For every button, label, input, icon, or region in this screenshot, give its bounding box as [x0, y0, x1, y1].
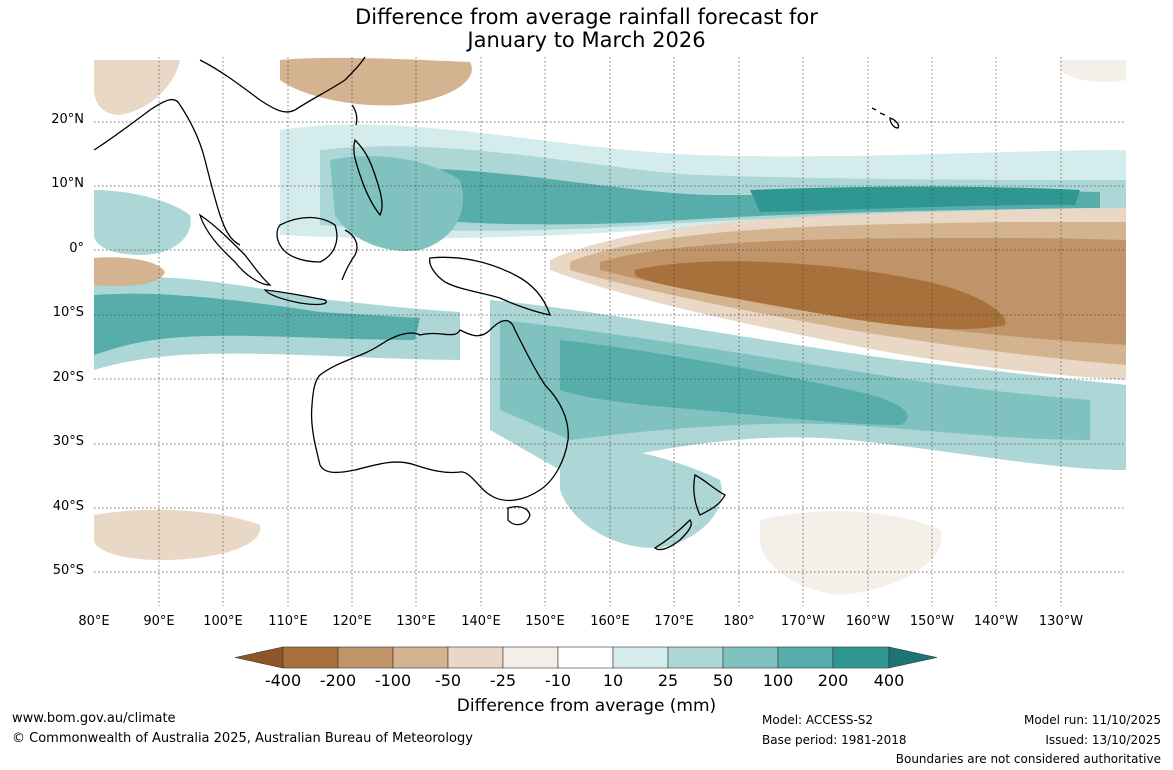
lon-label-80e: 80°E: [78, 614, 110, 629]
southern-ocean-dry-west: [94, 509, 261, 560]
colorbar-segment: [337, 646, 394, 669]
bay-of-bengal-wet: [94, 190, 191, 255]
lon-label-160e: 160°E: [590, 614, 630, 629]
colorbar-label: 200: [817, 671, 849, 690]
colorbar-label: -50: [434, 671, 462, 690]
footer-disclaimer: Boundaries are not considered authoritat…: [895, 752, 1161, 766]
colorbar-extension-high: [888, 646, 938, 669]
lat-label-20s: 20°S: [52, 370, 84, 385]
dry-tongue-core: [635, 261, 1006, 330]
coastlines: [93, 56, 900, 551]
colorbar: [234, 646, 938, 669]
south-china-sea-dry: [280, 57, 472, 106]
southeast-asia-coastline: [93, 98, 241, 246]
colorbar-segment: [832, 646, 890, 669]
colorbar-label: -100: [374, 671, 412, 690]
philippines-coastline: [353, 138, 383, 217]
colorbar-segment: [392, 646, 449, 669]
footer-copyright: © Commonwealth of Australia 2025, Austra…: [12, 731, 473, 746]
sulawesi-coastline: [341, 229, 358, 281]
northwest-dry: [94, 60, 180, 115]
colorbar-segment: [557, 646, 614, 669]
footer-base-period: Base period: 1981-2018: [762, 733, 907, 747]
colorbar-segment: [667, 646, 724, 669]
borneo-coastline: [276, 216, 338, 263]
colorbar-label: 100: [762, 671, 794, 690]
tasman-wet: [560, 440, 722, 549]
lon-label-150e: 150°E: [525, 614, 565, 629]
southern-ocean-dry-east: [760, 511, 942, 595]
lon-label-150w: 150°W: [909, 614, 955, 629]
lon-label-100e: 100°E: [203, 614, 243, 629]
china-coastline: [199, 56, 366, 113]
new-zealand-south-coastline: [653, 519, 692, 551]
graticule: [94, 57, 1126, 606]
java-coastline: [263, 289, 327, 306]
lon-label-110e: 110°E: [268, 614, 308, 629]
colorbar-segment: [502, 646, 559, 669]
colorbar-title: Difference from average (mm): [456, 696, 717, 716]
lon-label-170w: 170°W: [780, 614, 826, 629]
colorbar-label: -400: [264, 671, 302, 690]
lon-label-90e: 90°E: [143, 614, 175, 629]
wet-band-north-max: [750, 186, 1080, 212]
colorbar-label: -10: [544, 671, 572, 690]
lon-label-140w: 140°W: [973, 614, 1019, 629]
lon-label-130w: 130°W: [1038, 614, 1084, 629]
west-indian-dry: [94, 257, 165, 287]
lat-label-50s: 50°S: [52, 563, 84, 578]
indian-ocean-wet-core: [94, 293, 420, 355]
spcz-wet-core: [560, 340, 908, 425]
colorbar-label: 10: [602, 671, 624, 690]
lon-label-160w: 160°W: [845, 614, 891, 629]
lat-label-20n: 20°N: [51, 112, 84, 127]
lat-label-40s: 40°S: [52, 499, 84, 514]
colorbar-label: -200: [319, 671, 357, 690]
colorbar-segment: [612, 646, 669, 669]
footer-model: Model: ACCESS-S2: [762, 713, 874, 727]
lat-label-10n: 10°N: [51, 176, 84, 191]
colorbar-label: 25: [657, 671, 679, 690]
footer-issued: Issued: 13/10/2025: [1045, 733, 1161, 747]
lon-label-170e: 170°E: [654, 614, 694, 629]
lon-label-140e: 140°E: [461, 614, 501, 629]
footer-url[interactable]: www.bom.gov.au/climate: [12, 711, 176, 726]
taiwan-coastline: [351, 104, 358, 126]
lat-label-10s: 10°S: [52, 305, 84, 320]
northeast-dry: [1060, 60, 1126, 82]
colorbar-label: 400: [873, 671, 905, 690]
colorbar-segment: [447, 646, 504, 669]
australia-coastline: [310, 319, 569, 502]
colorbar-segment: [722, 646, 779, 669]
lon-label-130e: 130°E: [396, 614, 436, 629]
hawaii-coastline: [871, 107, 900, 129]
colorbar-label: -25: [489, 671, 517, 690]
colorbar-extension-low: [234, 646, 284, 669]
new-guinea-coastline: [429, 256, 551, 316]
rainfall-anomaly-field: [94, 57, 1126, 606]
sumatra-coastline: [198, 213, 272, 286]
indonesia-wet: [330, 156, 464, 251]
map-title-line-1: Difference from average rainfall forecas…: [355, 5, 818, 29]
lat-label-0: 0°: [69, 241, 84, 256]
map-title-line-2: January to March 2026: [467, 28, 706, 52]
lon-label-120e: 120°E: [332, 614, 372, 629]
tasmania-coastline: [507, 506, 531, 526]
footer-model-run: Model run: 11/10/2025: [1023, 713, 1161, 727]
lat-label-30s: 30°S: [52, 434, 84, 449]
colorbar-segment: [777, 646, 834, 669]
lon-label-180: 180°: [723, 614, 755, 629]
new-zealand-north-coastline: [693, 474, 726, 516]
colorbar-label: 50: [712, 671, 734, 690]
colorbar-segment: [282, 646, 339, 669]
